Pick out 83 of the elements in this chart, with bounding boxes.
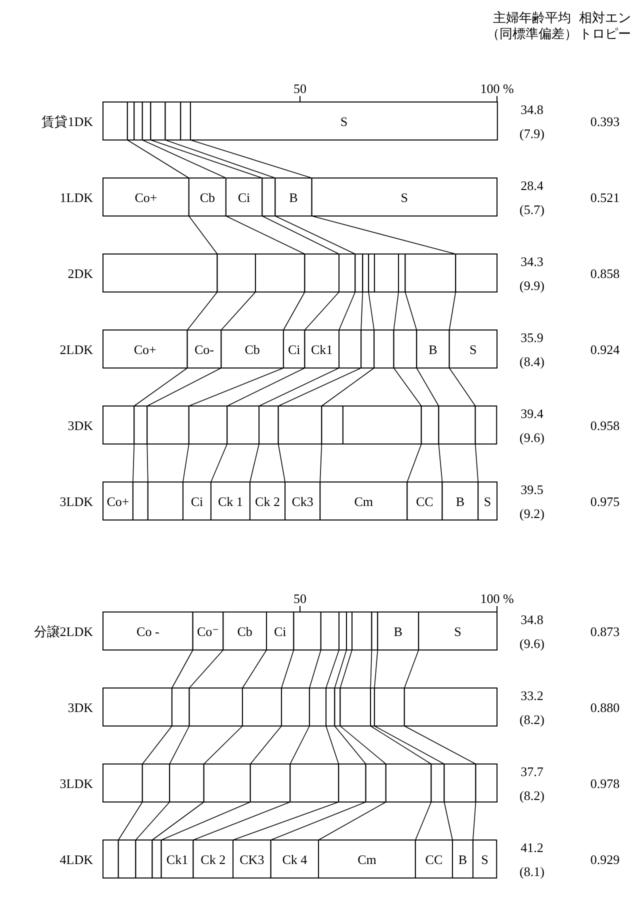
data-label: Ci bbox=[288, 342, 301, 357]
y-tick-label: 1LDK bbox=[60, 190, 94, 205]
data-label: Co+ bbox=[134, 190, 158, 205]
data-label: Ck 4 bbox=[282, 852, 308, 867]
data-label: S bbox=[481, 852, 488, 867]
text: 33.2 bbox=[520, 688, 544, 703]
data-label: Cm bbox=[358, 852, 376, 867]
data-label: CC bbox=[416, 494, 434, 509]
text: 35.9 bbox=[520, 330, 544, 345]
text: 主婦年齢平均 bbox=[493, 10, 571, 25]
data-label: CC bbox=[425, 852, 443, 867]
text: (7.9) bbox=[520, 126, 544, 141]
text: 0.929 bbox=[590, 852, 620, 867]
text: 0.958 bbox=[590, 418, 620, 433]
text: 0.521 bbox=[590, 190, 620, 205]
data-label: B bbox=[394, 624, 403, 639]
data-label: Ck 1 bbox=[218, 494, 243, 509]
y-tick-label: 3LDK bbox=[60, 494, 94, 509]
y-tick-label: 4LDK bbox=[60, 852, 94, 867]
data-label: S bbox=[470, 342, 477, 357]
y-tick-label: 3DK bbox=[68, 418, 94, 433]
data-label: CK3 bbox=[240, 852, 264, 867]
text: 34.8 bbox=[520, 612, 544, 627]
data-label: Ck3 bbox=[292, 494, 314, 509]
data-label: Co+ bbox=[134, 342, 156, 357]
data-label: Cm bbox=[354, 494, 374, 509]
text: 28.4 bbox=[520, 178, 544, 193]
data-label: Ck 2 bbox=[255, 494, 280, 509]
data-label: Ck1 bbox=[166, 852, 188, 867]
text: 34.3 bbox=[520, 254, 544, 269]
text: 0.924 bbox=[590, 342, 620, 357]
data-label: Cb bbox=[244, 342, 260, 357]
text: (8.1) bbox=[520, 864, 544, 879]
text: (9.9) bbox=[520, 278, 544, 293]
x-tick-label: 50 bbox=[294, 81, 306, 96]
data-label: S bbox=[454, 624, 462, 639]
text: (9.6) bbox=[520, 430, 544, 445]
data-label: S bbox=[340, 114, 348, 129]
text: 0.975 bbox=[590, 494, 620, 509]
y-tick-label: 分譲2LDK bbox=[34, 624, 94, 639]
text: 相対エントロピー bbox=[579, 10, 631, 41]
data-label: Cb bbox=[200, 190, 215, 205]
data-label: S bbox=[484, 494, 492, 509]
text: 0.978 bbox=[590, 776, 620, 791]
data-label: Co- bbox=[194, 342, 214, 357]
data-label: S bbox=[400, 190, 408, 205]
data-label: Co⁻ bbox=[196, 624, 220, 639]
text: 0.858 bbox=[590, 266, 620, 281]
data-label: B bbox=[456, 494, 465, 509]
data-label: B bbox=[289, 190, 298, 205]
data-label: Ci bbox=[190, 494, 204, 509]
text: 39.5 bbox=[520, 482, 544, 497]
text: 41.2 bbox=[520, 840, 544, 855]
x-tick-label: 100 % bbox=[480, 81, 514, 96]
data-label: Ci bbox=[238, 190, 251, 205]
text: (9.2) bbox=[520, 506, 544, 521]
data-label: B bbox=[458, 852, 468, 867]
text: (5.7) bbox=[520, 202, 544, 217]
text: 39.4 bbox=[520, 406, 544, 421]
y-tick-label: 賃貸1DK bbox=[42, 114, 94, 129]
text: 0.880 bbox=[590, 700, 620, 715]
y-tick-label: 2DK bbox=[68, 266, 94, 281]
text: 34.8 bbox=[520, 102, 544, 117]
text: (9.6) bbox=[520, 636, 544, 651]
text: (8.2) bbox=[520, 788, 544, 803]
y-tick-label: 3LDK bbox=[60, 776, 94, 791]
data-label: Ck1 bbox=[311, 342, 333, 357]
x-tick-label: 50 bbox=[294, 591, 306, 606]
text: (8.2) bbox=[520, 712, 544, 727]
text: 0.393 bbox=[590, 114, 620, 129]
data-label: Cb bbox=[237, 624, 252, 639]
data-label: Co - bbox=[136, 624, 160, 639]
text: (8.4) bbox=[520, 354, 544, 369]
data-label: Ck 2 bbox=[200, 852, 226, 867]
data-label: Ci bbox=[274, 624, 287, 639]
x-tick-label: 100 % bbox=[480, 591, 514, 606]
data-label: B bbox=[428, 342, 438, 357]
text: （同標準偏差） bbox=[486, 26, 578, 41]
text: 0.873 bbox=[590, 624, 620, 639]
y-tick-label: 2LDK bbox=[60, 342, 94, 357]
data-label: Co+ bbox=[106, 494, 130, 509]
text: 37.7 bbox=[520, 764, 544, 779]
y-tick-label: 3DK bbox=[68, 700, 94, 715]
